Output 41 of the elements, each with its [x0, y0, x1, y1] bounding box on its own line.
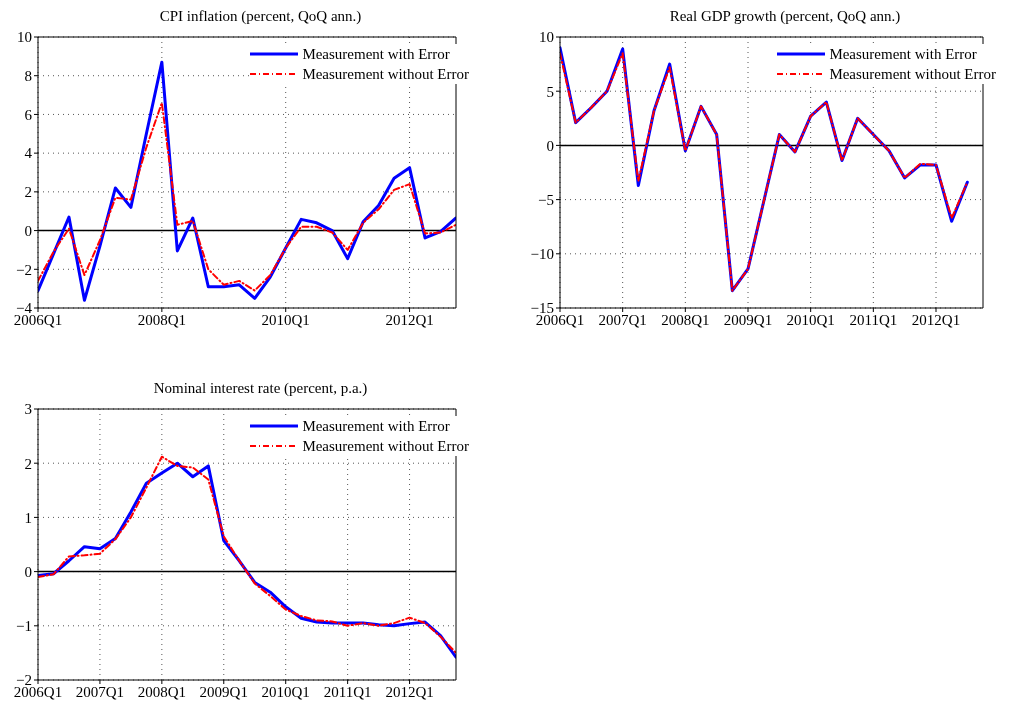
legend-label: Measurement with Error — [302, 417, 450, 436]
x-tick-label: 2012Q1 — [911, 311, 961, 328]
y-tick-label: 0 — [24, 222, 32, 239]
x-tick-label: 2010Q1 — [261, 311, 310, 328]
chart-title: Real GDP growth (percent, QoQ ann.) — [668, 8, 902, 26]
y-tick-label: 0 — [24, 563, 32, 580]
y-tick-label: 2 — [24, 455, 32, 472]
legend-label: Measurement without Error — [829, 65, 996, 84]
legend-label: Measurement without Error — [302, 65, 469, 84]
x-tick-label: 2010Q1 — [261, 683, 310, 700]
y-tick-label: 0 — [546, 137, 554, 154]
x-tick-label: 2008Q1 — [137, 311, 187, 328]
chart-title: CPI inflation (percent, QoQ ann.) — [158, 8, 363, 26]
y-tick-label: −1 — [16, 618, 32, 635]
y-tick-label: 6 — [24, 106, 33, 123]
x-tick-label: 2011Q1 — [849, 311, 898, 328]
chart-title: Nominal interest rate (percent, p.a.) — [152, 380, 369, 398]
y-tick-label: 1 — [24, 509, 32, 526]
x-tick-label: 2009Q1 — [723, 311, 773, 328]
y-tick-label: −10 — [530, 246, 554, 263]
y-tick-label: 10 — [539, 29, 554, 46]
x-tick-label: 2009Q1 — [199, 683, 248, 700]
legend-label: Measurement without Error — [302, 437, 469, 456]
y-tick-label: −2 — [16, 261, 32, 278]
x-tick-label: 2010Q1 — [786, 311, 835, 328]
x-tick-label: 2012Q1 — [385, 311, 434, 328]
y-tick-label: 5 — [546, 83, 554, 100]
x-tick-label: 2008Q1 — [661, 311, 710, 328]
y-tick-label: 10 — [17, 29, 32, 46]
x-tick-label: 2007Q1 — [75, 683, 125, 700]
y-tick-label: 4 — [24, 145, 33, 162]
y-tick-label: 2 — [24, 184, 32, 201]
y-tick-label: 3 — [24, 401, 32, 418]
y-tick-label: 8 — [24, 68, 32, 85]
x-tick-label: 2011Q1 — [323, 683, 372, 700]
legend-label: Measurement with Error — [829, 45, 977, 64]
x-tick-label: 2007Q1 — [598, 311, 647, 328]
x-tick-label: 2008Q1 — [137, 683, 187, 700]
x-tick-label: 2012Q1 — [385, 683, 434, 700]
y-tick-label: −5 — [538, 191, 554, 208]
legend-label: Measurement with Error — [302, 45, 450, 64]
